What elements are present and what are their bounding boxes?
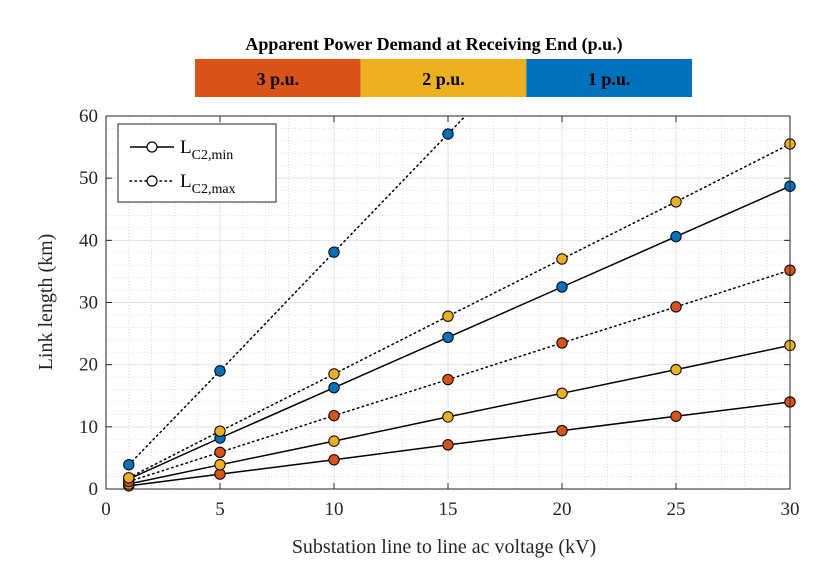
data-point — [442, 310, 454, 322]
banner: Apparent Power Demand at Receiving End (… — [195, 34, 692, 97]
x-tick-label: 5 — [215, 499, 225, 520]
banner-segment-label: 3 p.u. — [257, 69, 300, 89]
data-point — [670, 301, 682, 313]
data-point — [328, 409, 340, 422]
y-tick-label: 30 — [79, 293, 98, 314]
data-point — [442, 373, 454, 386]
data-point — [556, 337, 568, 349]
data-point — [214, 425, 226, 437]
x-axis-label: Substation line to line ac voltage (kV) — [292, 536, 596, 558]
y-tick-label: 10 — [79, 417, 98, 438]
y-tick-label: 50 — [79, 168, 98, 189]
data-point — [442, 128, 454, 140]
banner-segment-1 — [195, 59, 361, 97]
x-axis-ticks: 0 5 10 15 20 25 30 — [101, 116, 800, 520]
data-point — [556, 253, 568, 265]
y-axis-label: Link length (km) — [35, 234, 57, 371]
data-point — [556, 281, 568, 293]
data-point — [123, 459, 135, 471]
data-point — [670, 363, 682, 376]
data-point — [214, 446, 226, 459]
data-point — [123, 472, 135, 484]
y-tick-label: 60 — [79, 106, 98, 127]
banner-segment-label: 1 p.u. — [588, 69, 631, 89]
x-tick-label: 10 — [325, 499, 344, 520]
y-tick-label: 40 — [79, 230, 98, 251]
x-tick-label: 25 — [667, 499, 686, 520]
y-tick-label: 0 — [89, 479, 99, 500]
x-tick-label: 20 — [553, 499, 572, 520]
data-point — [442, 331, 454, 344]
data-point — [670, 196, 682, 208]
x-tick-label: 30 — [781, 499, 800, 520]
data-point — [442, 439, 454, 451]
y-axis-ticks: 0 10 20 30 40 50 60 — [79, 106, 790, 500]
banner-segment-3 — [526, 59, 692, 97]
data-point — [328, 454, 340, 466]
data-point — [556, 387, 568, 399]
data-point — [328, 246, 340, 258]
x-tick-label: 15 — [439, 499, 458, 520]
data-point — [670, 230, 682, 243]
data-point — [556, 424, 568, 437]
banner-title: Apparent Power Demand at Receiving End (… — [245, 34, 622, 55]
data-point — [670, 410, 682, 422]
legend: LC2,min LC2,max — [117, 123, 277, 203]
data-point — [214, 365, 226, 377]
data-point — [328, 381, 340, 394]
banner-segment-label: 2 p.u. — [422, 69, 465, 89]
legend-entry-label: LC2,max — [180, 171, 236, 197]
data-point — [214, 459, 226, 471]
y-tick-label: 20 — [79, 355, 98, 376]
data-point — [328, 435, 340, 447]
legend-marker-sample — [146, 141, 158, 153]
legend-box — [117, 123, 277, 203]
legend-entry-label: LC2,min — [180, 137, 233, 163]
plot-area — [105, 115, 796, 492]
banner-segment-2 — [360, 59, 527, 97]
legend-marker-sample — [146, 175, 158, 187]
data-point — [442, 411, 454, 423]
x-tick-label: 0 — [101, 499, 111, 520]
data-point — [328, 368, 340, 380]
